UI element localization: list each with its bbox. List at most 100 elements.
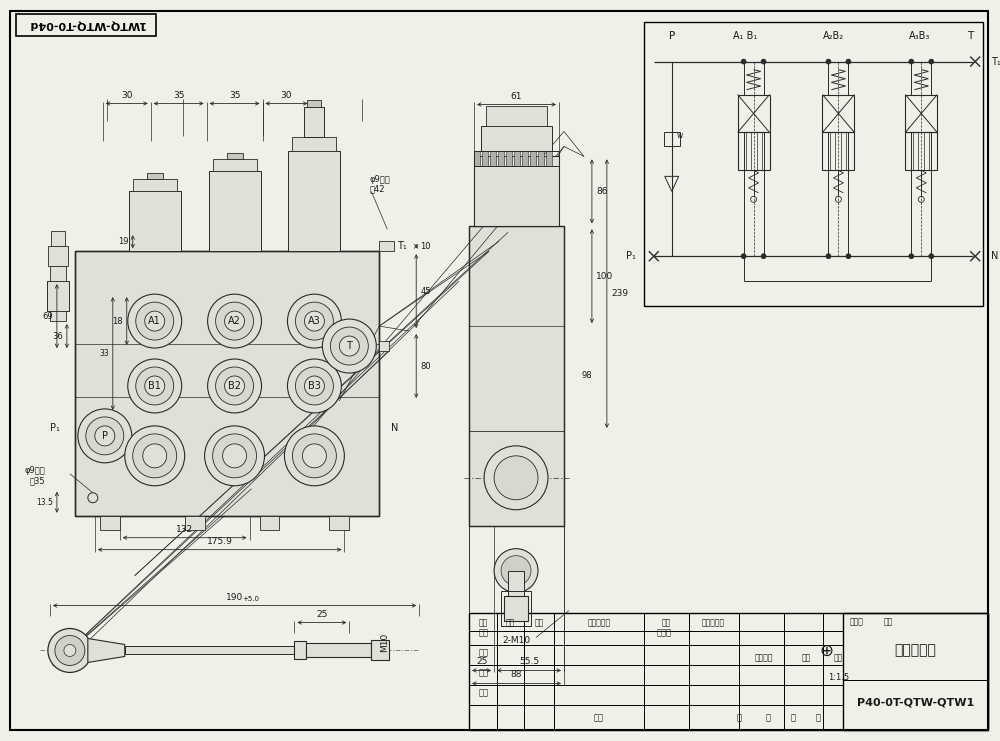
Text: A₁ B₁: A₁ B₁ [733,30,758,41]
Text: T: T [346,341,352,351]
Text: B1: B1 [148,381,161,391]
Circle shape [225,311,245,331]
Bar [644,21,983,306]
Circle shape [909,253,914,259]
Text: A2: A2 [228,316,241,326]
Text: 86: 86 [596,187,607,196]
Text: 分区: 分区 [534,618,544,627]
Circle shape [95,426,115,446]
Bar [292,137,336,151]
Text: ⊕: ⊕ [820,642,833,659]
Bar [379,242,394,251]
Bar [905,133,937,170]
Bar [304,107,324,137]
Bar [260,516,279,530]
Circle shape [494,456,538,499]
Text: 35: 35 [173,90,184,99]
Text: 45: 45 [420,287,431,296]
Text: 35: 35 [229,90,240,99]
Bar [125,646,319,654]
Bar [209,171,261,251]
Circle shape [225,376,245,396]
Bar [469,226,564,525]
Text: 标准化: 标准化 [656,628,671,637]
Bar [307,99,321,107]
Bar [50,266,66,281]
Bar [822,133,854,170]
Circle shape [48,628,92,672]
Text: A3: A3 [308,316,321,326]
Bar [486,107,547,127]
Circle shape [846,253,851,259]
Text: 张: 张 [816,714,821,723]
Bar [16,13,156,36]
Text: 三联多路阀: 三联多路阀 [894,643,936,657]
Bar [75,251,379,516]
Text: 设计: 设计 [478,628,488,637]
Circle shape [501,556,531,585]
Bar [538,151,544,167]
Text: 100: 100 [596,272,613,281]
Circle shape [304,376,324,396]
Text: 36: 36 [52,331,63,341]
Text: 校对: 校对 [478,648,488,657]
Circle shape [741,253,746,259]
Circle shape [287,294,341,348]
Polygon shape [88,639,125,662]
Text: A₂B₂: A₂B₂ [823,30,844,41]
Text: B2: B2 [228,381,241,391]
Text: 批准: 批准 [594,714,604,723]
Circle shape [136,367,174,405]
Circle shape [145,376,165,396]
Bar [822,95,854,133]
Bar [482,151,488,167]
Bar [288,151,340,251]
Bar [329,516,349,530]
Bar [508,571,524,596]
Bar [843,613,988,731]
Bar [147,173,163,179]
Circle shape [223,444,247,468]
Bar [100,516,120,530]
Text: P40-0T-QTW-QTW1: P40-0T-QTW-QTW1 [857,697,974,708]
Circle shape [826,253,831,259]
Circle shape [78,409,132,463]
Bar [379,341,389,351]
Circle shape [213,434,257,478]
Text: 18: 18 [112,316,123,325]
Text: 55.5: 55.5 [519,657,539,666]
Bar [498,151,504,167]
Text: 重量: 重量 [802,653,811,662]
Bar [47,281,69,311]
Circle shape [287,359,341,413]
Text: 80: 80 [420,362,431,370]
Text: 30: 30 [281,90,292,99]
Bar [469,226,564,525]
Bar [501,591,531,625]
Circle shape [846,59,851,64]
Text: 175.9: 175.9 [207,536,233,545]
Text: P₁: P₁ [626,251,636,262]
Bar [546,151,552,167]
Text: 静良标记: 静良标记 [754,653,773,662]
Bar [75,251,379,516]
Text: 数量: 数量 [505,618,515,627]
Text: 13.5: 13.5 [36,498,53,507]
Text: φ9通孔: φ9通孔 [24,466,45,475]
Text: 69: 69 [42,312,53,321]
Circle shape [295,367,333,405]
Text: 1:1.5: 1:1.5 [828,673,849,682]
Circle shape [304,311,324,331]
Text: 工艺: 工艺 [478,688,488,697]
Circle shape [145,311,165,331]
Bar [133,179,177,191]
Bar [294,642,306,659]
Text: 签名: 签名 [661,618,670,627]
Circle shape [741,59,746,64]
Bar [738,133,770,170]
Text: 审核: 审核 [478,668,488,677]
Bar [474,151,559,167]
Text: P₁: P₁ [50,423,60,433]
Bar [490,151,496,167]
Bar [514,151,520,167]
